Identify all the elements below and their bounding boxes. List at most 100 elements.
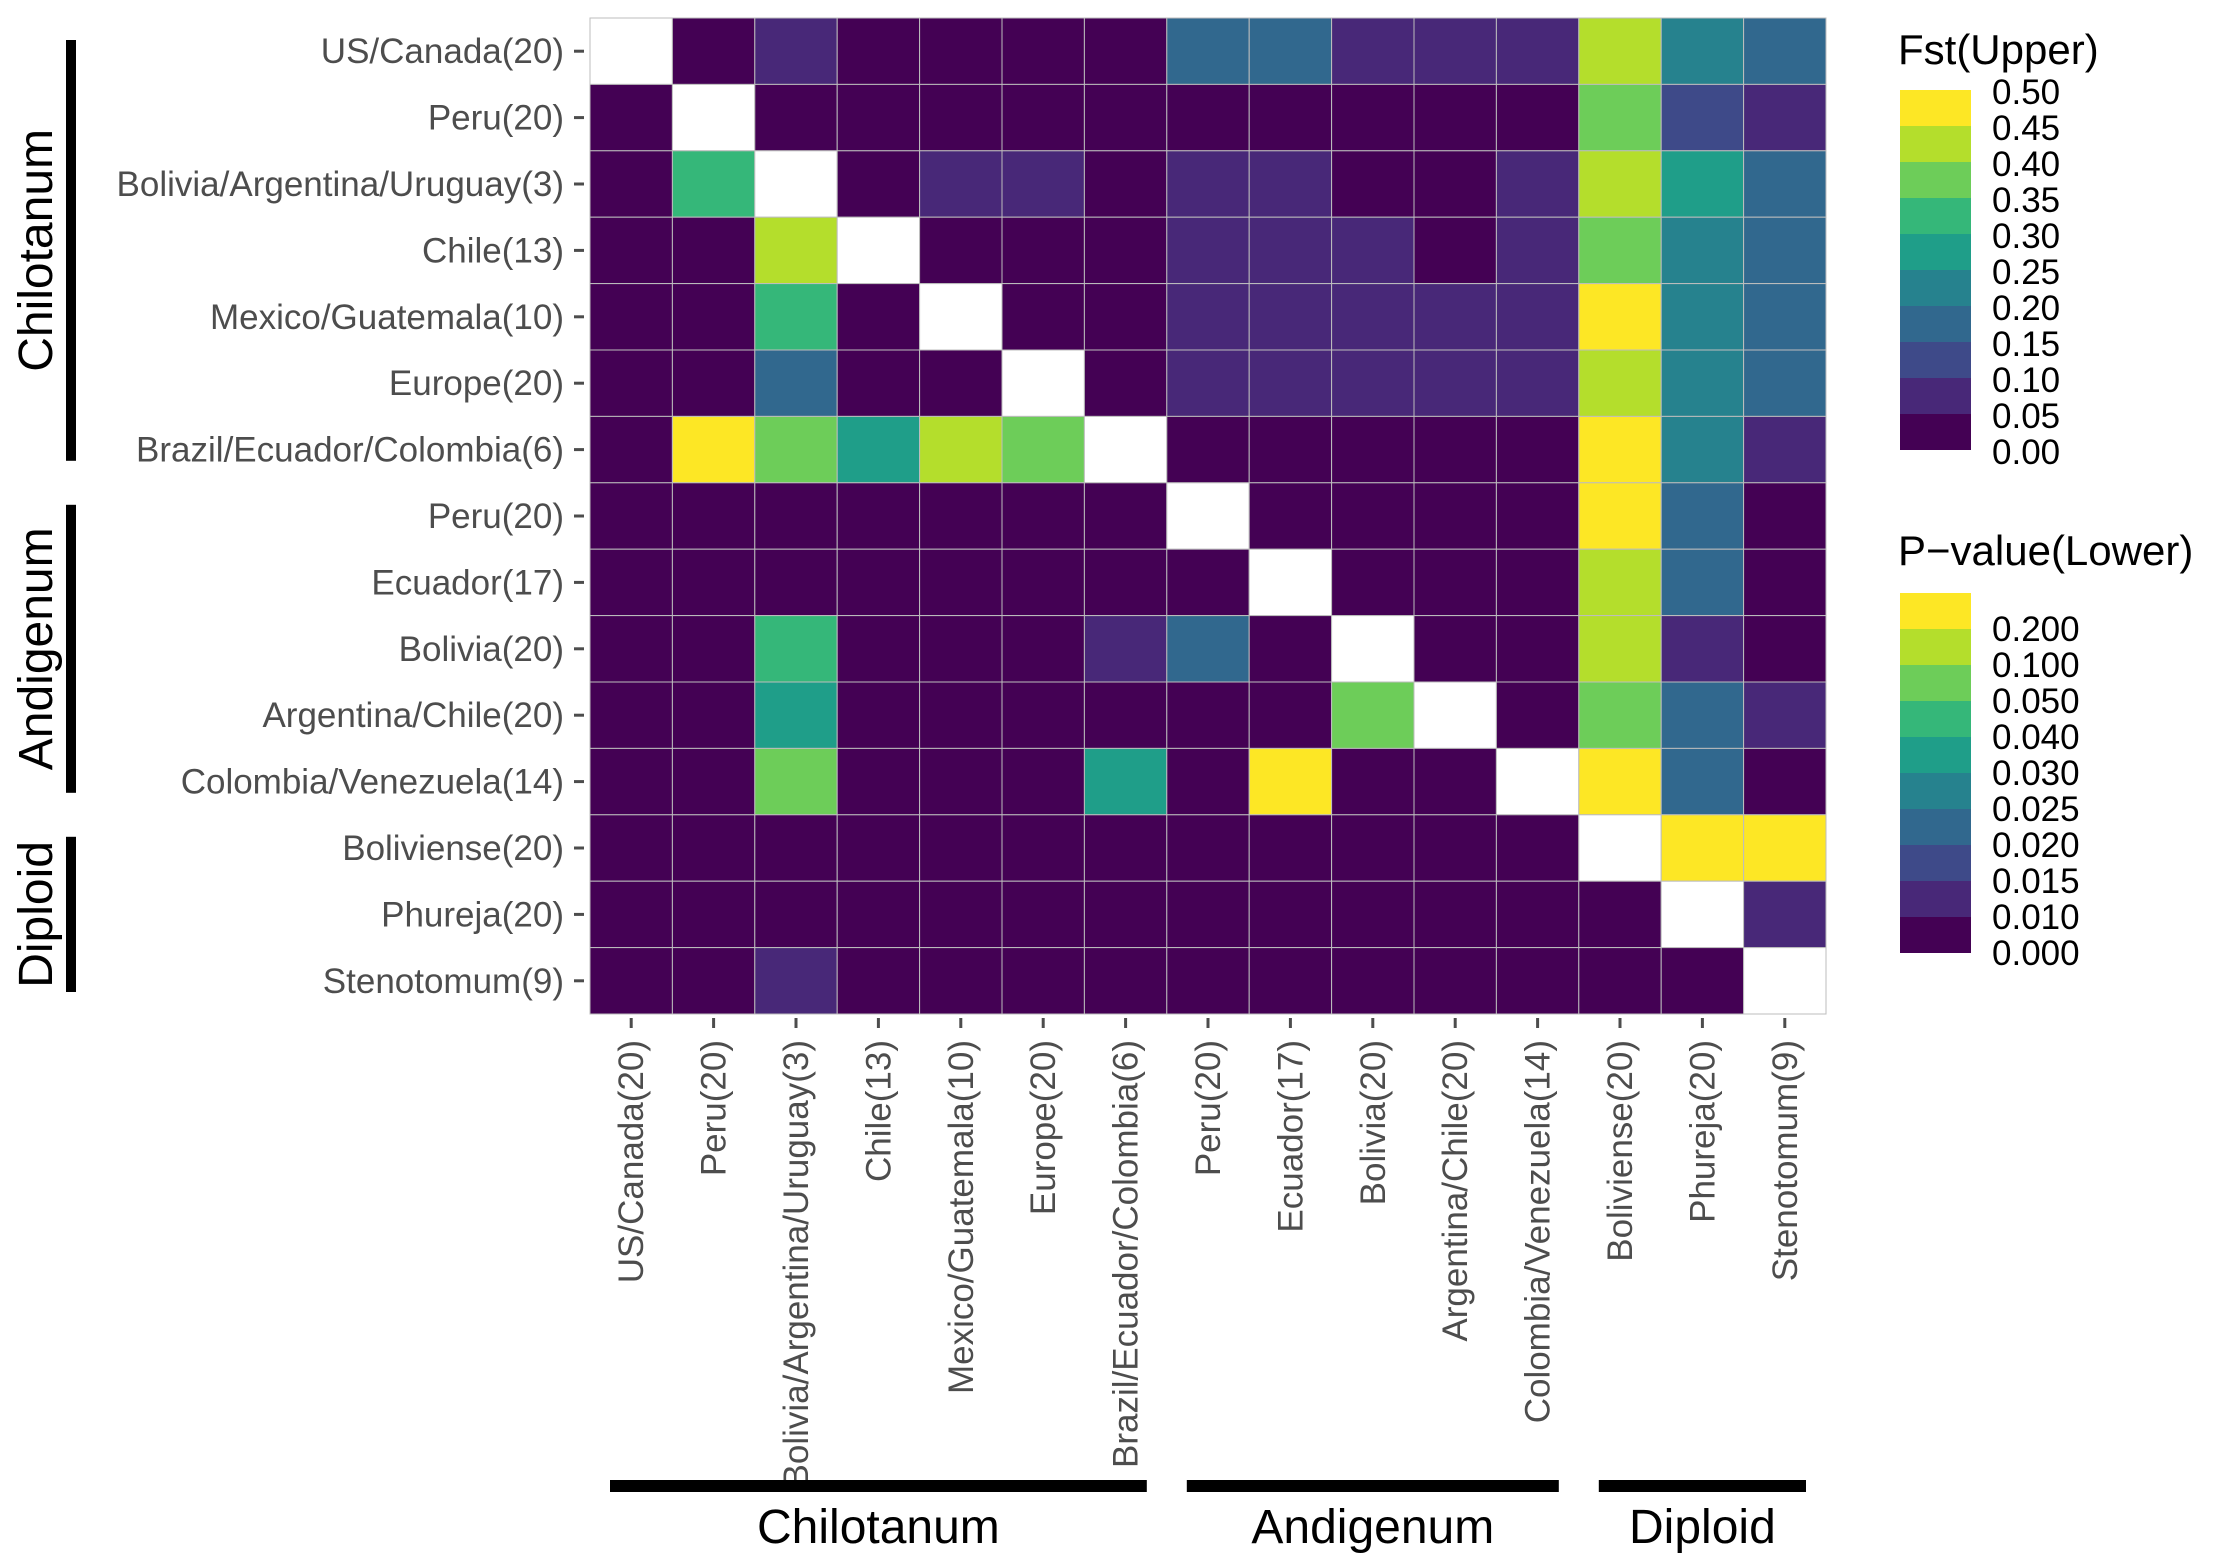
heatmap-cell — [919, 681, 1003, 749]
heatmap-cell — [1743, 814, 1827, 882]
row-group-label: Diploid — [10, 841, 63, 988]
heatmap-cell — [1578, 283, 1662, 351]
heatmap-cell — [1248, 349, 1333, 417]
row-group-label: Chilotanum — [10, 129, 63, 372]
heatmap-cell — [754, 150, 838, 218]
legend-label: 0.00 — [1992, 433, 2060, 472]
heatmap-cell — [1083, 283, 1168, 351]
y-tick-label: Bolivia/Argentina/Uruguay(3) — [117, 165, 564, 204]
heatmap-cell — [1660, 415, 1745, 484]
heatmap-cell — [919, 947, 1003, 1015]
heatmap-cell — [1495, 17, 1580, 85]
heatmap-cell — [1001, 947, 1085, 1015]
heatmap-cell — [1248, 947, 1333, 1015]
heatmap-cell — [589, 83, 673, 152]
x-tick-label: Mexico/Guatemala(10) — [942, 1040, 981, 1394]
legend-label: 0.100 — [1992, 646, 2080, 685]
heatmap-cell — [1083, 17, 1168, 85]
legend-label: 0.030 — [1992, 754, 2080, 793]
heatmap-cell — [1083, 880, 1168, 949]
heatmap-cell — [1743, 747, 1827, 816]
heatmap-cell — [1495, 615, 1580, 683]
heatmap-cell — [1001, 615, 1085, 683]
heatmap-cell — [1166, 681, 1250, 749]
heatmap-cell — [836, 548, 921, 617]
heatmap-cell — [1578, 947, 1662, 1015]
heatmap-cell — [671, 814, 756, 882]
heatmap-cell — [1495, 548, 1580, 617]
heatmap-cell — [1578, 482, 1662, 550]
heatmap-cell — [1083, 615, 1168, 683]
legend-title: Fst(Upper) — [1898, 26, 2099, 73]
heatmap-cell — [836, 283, 921, 351]
heatmap-cell — [1495, 216, 1580, 285]
heatmap-cell — [1660, 880, 1745, 949]
heatmap-cell — [1331, 482, 1415, 550]
heatmap-cell — [1083, 681, 1168, 749]
heatmap-cell — [1083, 415, 1168, 484]
heatmap-cell — [1413, 814, 1497, 882]
heatmap-cell — [589, 283, 673, 351]
heatmap-cell — [1083, 747, 1168, 816]
heatmap-cell — [1001, 415, 1085, 484]
heatmap-cell — [1331, 216, 1415, 285]
x-tick-label: Stenotomum(9) — [1766, 1040, 1805, 1281]
y-tick-label: Mexico/Guatemala(10) — [210, 298, 564, 337]
heatmap-cell — [1166, 150, 1250, 218]
x-tick-label: Boliviense(20) — [1601, 1040, 1640, 1262]
column-group-label: Andigenum — [1251, 1501, 1494, 1554]
heatmap-cell — [1248, 548, 1333, 617]
legend-label: 0.20 — [1992, 289, 2060, 328]
heatmap-cell — [1248, 814, 1333, 882]
y-tick-label: Peru(20) — [428, 497, 564, 536]
y-tick-label: Argentina/Chile(20) — [262, 696, 564, 735]
legend-label: 0.15 — [1992, 325, 2060, 364]
x-tick-label: Europe(20) — [1024, 1040, 1063, 1215]
legend-swatch — [1900, 342, 1971, 378]
heatmap-cell — [919, 283, 1003, 351]
legend-swatch — [1900, 270, 1971, 306]
heatmap-cell — [1660, 548, 1745, 617]
legend-label: 0.010 — [1992, 898, 2080, 937]
legend-label: 0.05 — [1992, 397, 2060, 436]
heatmap-cell — [1660, 83, 1745, 152]
legend-swatch — [1900, 378, 1971, 414]
legend-swatch — [1900, 917, 1971, 953]
heatmap-cell — [671, 681, 756, 749]
heatmap-cell — [671, 415, 756, 484]
heatmap-cell — [589, 150, 673, 218]
column-group-bar — [1598, 1480, 1806, 1492]
legend-swatch — [1900, 737, 1971, 773]
heatmap-cell — [836, 83, 921, 152]
y-tick-label: Boliviense(20) — [342, 829, 564, 868]
heatmap-cell — [836, 17, 921, 85]
heatmap-cell — [1413, 482, 1497, 550]
heatmap-cell — [1001, 747, 1085, 816]
heatmap-cell — [1083, 947, 1168, 1015]
heatmap-cell — [1331, 814, 1415, 882]
heatmap-cell — [1743, 880, 1827, 949]
heatmap-cell — [836, 615, 921, 683]
heatmap-cell — [836, 349, 921, 417]
legend-swatch — [1900, 773, 1971, 809]
heatmap-cell — [1413, 83, 1497, 152]
legend-label: 0.30 — [1992, 217, 2060, 256]
y-tick-label: Bolivia(20) — [399, 630, 564, 669]
heatmap-cell — [1331, 681, 1415, 749]
heatmap-cell — [1001, 548, 1085, 617]
heatmap-cell — [1495, 947, 1580, 1015]
heatmap-cell — [1001, 150, 1085, 218]
heatmap-cell — [1248, 747, 1333, 816]
heatmap-cell — [1660, 947, 1745, 1015]
heatmap-cell — [671, 283, 756, 351]
legend-label: 0.45 — [1992, 109, 2060, 148]
legend-swatch — [1900, 234, 1971, 270]
legend-label: 0.000 — [1992, 934, 2080, 973]
heatmap-cell — [1331, 283, 1415, 351]
row-group-bar — [66, 836, 76, 992]
heatmap-cell — [1331, 947, 1415, 1015]
heatmap-cell — [1578, 216, 1662, 285]
heatmap-cell — [754, 814, 838, 882]
heatmap-cell — [589, 747, 673, 816]
heatmap-cell — [1248, 216, 1333, 285]
